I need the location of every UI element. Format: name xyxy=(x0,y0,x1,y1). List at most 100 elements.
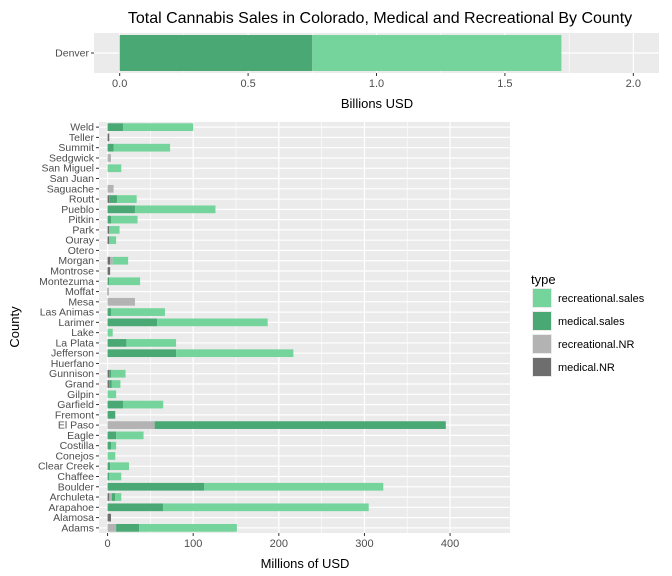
county-y-tick-label: Adams xyxy=(61,522,94,534)
county-bar-medical-sales xyxy=(107,308,111,316)
county-y-tick-label: Summit xyxy=(58,142,94,154)
denver-x-tick-label: 0.0 xyxy=(112,78,127,90)
county-x-tick-label: 0 xyxy=(105,538,111,550)
county-bar-medical-sales xyxy=(107,123,123,131)
county-bar-medical-NR xyxy=(107,226,110,234)
county-y-tick-label: Mesa xyxy=(68,296,94,308)
legend-key-medical-sales xyxy=(533,312,551,330)
county-y-tick-label: Sedgwick xyxy=(49,152,95,164)
county-y-tick-label: Conejos xyxy=(55,450,94,462)
county-bar-recreational-NR xyxy=(107,184,114,193)
county-y-tick-label: San Juan xyxy=(50,173,95,185)
county-bar-recreational-sales xyxy=(107,390,117,399)
county-bar-recreational-sales xyxy=(109,472,122,481)
chart-title: Total Cannabis Sales in Colorado, Medica… xyxy=(128,10,632,27)
county-bar-medical-sales xyxy=(116,524,140,532)
county-y-tick-label: Lake xyxy=(71,327,94,339)
county-y-tick-label: El Paso xyxy=(58,420,94,432)
county-bar-recreational-sales xyxy=(115,493,122,501)
county-bar-medical-sales xyxy=(107,400,123,409)
county-bar-recreational-sales xyxy=(157,318,268,327)
county-y-tick-label: Las Animas xyxy=(40,307,94,319)
county-bar-recreational-sales xyxy=(109,277,141,286)
county-bar-medical-NR xyxy=(107,369,110,378)
county-bar-medical-NR xyxy=(107,195,110,203)
county-y-tick-label: Arapahoe xyxy=(48,502,94,514)
county-bar-recreational-sales xyxy=(107,328,113,337)
county-bar-recreational-sales xyxy=(176,349,294,358)
denver-bar-recreational-sales xyxy=(312,35,562,71)
top-x-axis-title: Billions USD xyxy=(341,96,413,111)
county-y-tick-label: Gilpin xyxy=(67,389,94,401)
county-y-tick-label: Garfield xyxy=(57,399,94,411)
county-y-tick-label: Boulder xyxy=(58,481,95,493)
county-y-tick-label: Costilla xyxy=(60,440,95,452)
county-bar-medical-sales xyxy=(107,143,114,152)
county-bar-recreational-NR xyxy=(107,421,155,429)
county-bar-recreational-sales xyxy=(110,441,117,450)
county-bar-recreational-sales xyxy=(107,164,122,173)
legend-key-medical-NR xyxy=(533,358,551,376)
county-bar-medical-sales xyxy=(107,318,158,327)
county-y-tick-label: Saguache xyxy=(47,183,94,195)
county-y-tick-label: Archuleta xyxy=(50,492,95,504)
county-bar-medical-NR xyxy=(107,236,110,245)
county-bar-recreational-NR xyxy=(109,493,112,501)
county-bar-medical-sales xyxy=(107,441,111,450)
county-bar-medical-NR xyxy=(107,493,110,501)
county-panel: 0 100 200 300 400WeldTellerSummitSedgwickSan… xyxy=(38,122,510,550)
denver-panel: 0.0 0.5 1.0 1.5 2.0 Denver xyxy=(55,33,659,90)
county-y-tick-label: Pueblo xyxy=(61,204,94,216)
county-bar-medical-sales xyxy=(107,503,164,512)
county-y-tick-label: Jefferson xyxy=(51,348,94,360)
county-bar-medical-sales xyxy=(107,205,135,214)
county-bar-recreational-sales xyxy=(139,524,237,532)
denver-x-tick-label: 1.5 xyxy=(497,78,512,90)
county-bar-medical-sales xyxy=(109,369,111,378)
county-bar-medical-sales xyxy=(107,215,111,224)
legend-key-recreational-NR xyxy=(533,335,551,353)
legend-label: medical.sales xyxy=(558,316,625,328)
legend-label: recreational.sales xyxy=(558,293,645,305)
county-panel-background xyxy=(99,122,510,533)
county-y-tick-label: Montrose xyxy=(50,265,94,277)
county-bar-recreational-sales xyxy=(126,339,177,347)
county-bar-medical-NR xyxy=(107,287,109,296)
county-bar-recreational-NR xyxy=(107,297,135,306)
legend-label: medical.NR xyxy=(558,362,615,374)
county-bar-medical-NR xyxy=(107,513,111,522)
county-bar-recreational-sales xyxy=(122,400,164,409)
denver-bar-medical-sales xyxy=(119,35,313,71)
county-bar-recreational-sales xyxy=(204,482,384,491)
legend-title: type xyxy=(531,272,556,287)
county-y-tick-label: Montezuma xyxy=(39,276,94,288)
county-bar-recreational-NR xyxy=(110,256,113,265)
county-bar-medical-sales xyxy=(107,277,110,286)
county-x-tick-label: 400 xyxy=(441,538,459,550)
bottom-x-axis-title: Millions of USD xyxy=(261,556,350,571)
county-bar-medical-sales xyxy=(107,410,116,419)
county-bar-recreational-sales xyxy=(113,143,171,152)
county-y-tick-label: Weld xyxy=(70,122,94,134)
county-bar-recreational-sales xyxy=(111,380,121,388)
county-bar-medical-sales xyxy=(109,380,112,388)
legend: type recreational.sales medical.sales recr… xyxy=(531,272,645,377)
county-bar-medical-sales xyxy=(107,462,111,471)
county-y-tick-label: Eagle xyxy=(67,430,94,442)
legend-key-recreational-sales xyxy=(533,289,551,307)
denver-x-tick-label: 2.0 xyxy=(626,78,641,90)
county-bar-medical-sales xyxy=(107,472,110,481)
county-y-tick-label: San Miguel xyxy=(41,163,94,175)
county-bar-recreational-sales xyxy=(109,236,117,245)
county-y-tick-label: Huerfano xyxy=(51,358,94,370)
county-bar-recreational-sales xyxy=(122,123,194,131)
county-bar-recreational-sales xyxy=(163,503,369,512)
county-y-tick-label: Moffat xyxy=(65,286,94,298)
denver-x-tick-label: 1.0 xyxy=(369,78,384,90)
county-bar-medical-NR xyxy=(107,256,111,265)
county-bar-recreational-sales xyxy=(116,195,137,203)
county-x-tick-label: 300 xyxy=(355,538,373,550)
county-bar-recreational-sales xyxy=(134,205,216,214)
county-y-tick-label: Gunnison xyxy=(49,368,94,380)
